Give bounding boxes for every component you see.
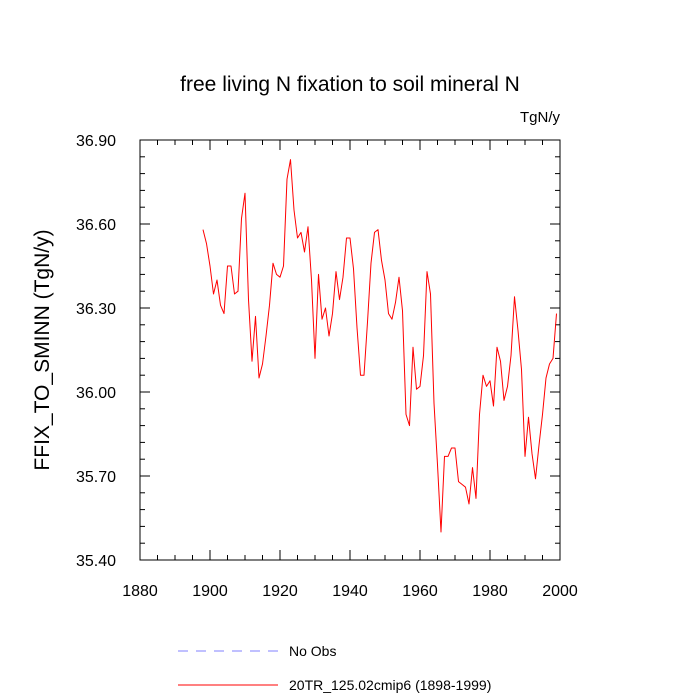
y-tick-label: 36.60 (76, 217, 116, 234)
y-tick-label: 35.40 (76, 553, 116, 570)
x-tick-label: 1880 (122, 583, 158, 600)
legend: No Obs 20TR_125.02cmip6 (1898-1999) (178, 643, 491, 693)
units-label: TgN/y (520, 109, 561, 126)
x-tick-label: 1920 (262, 583, 298, 600)
legend-label-model: 20TR_125.02cmip6 (1898-1999) (289, 677, 491, 693)
x-tick-label: 1980 (472, 583, 508, 600)
tick-labels: 1880 1900 1920 1940 1960 1980 2000 35.40 35.70 36… (76, 133, 578, 600)
y-tick-label: 35.70 (76, 469, 116, 486)
legend-label-no-obs: No Obs (289, 643, 336, 659)
series-line-0 (202, 159, 557, 533)
minor-ticks (140, 140, 560, 560)
series-layer (202, 159, 557, 533)
plot-frame (139, 139, 561, 561)
x-tick-label: 1940 (332, 583, 368, 600)
x-tick-label: 1960 (402, 583, 438, 600)
x-tick-label: 2000 (542, 583, 578, 600)
y-tick-label: 36.90 (76, 133, 116, 150)
chart-title: free living N fixation to soil mineral N (180, 73, 520, 96)
y-tick-label: 36.30 (76, 301, 116, 318)
y-tick-label: 36.00 (76, 385, 116, 402)
y-axis-label: FFIX_TO_SMINN (TgN/y) (31, 229, 54, 470)
x-tick-label: 1900 (192, 583, 228, 600)
